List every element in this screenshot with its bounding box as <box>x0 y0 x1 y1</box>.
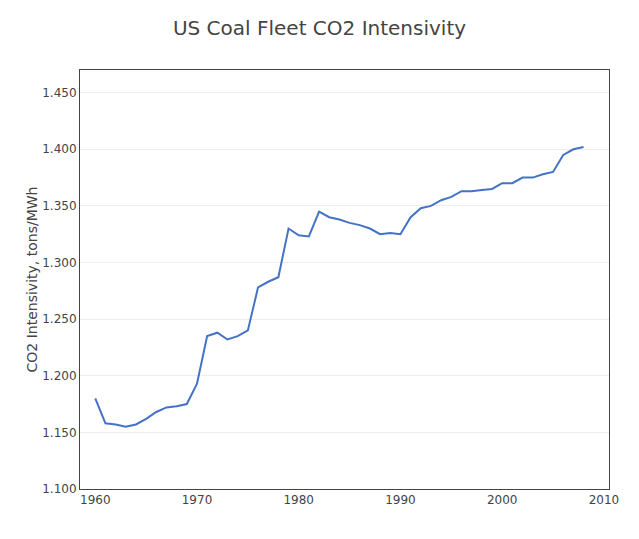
svg-text:1970: 1970 <box>182 493 213 507</box>
svg-text:1.300: 1.300 <box>42 256 76 270</box>
svg-text:1.400: 1.400 <box>42 142 76 156</box>
svg-text:US Coal Fleet CO2 Intensivity: US Coal Fleet CO2 Intensivity <box>173 16 466 40</box>
svg-text:1.200: 1.200 <box>42 369 76 383</box>
svg-text:1.250: 1.250 <box>42 312 76 326</box>
svg-text:2000: 2000 <box>487 493 518 507</box>
svg-text:CO2 Intensivity, tons/MWh: CO2 Intensivity, tons/MWh <box>24 187 40 373</box>
svg-text:1960: 1960 <box>80 493 111 507</box>
svg-text:1980: 1980 <box>283 493 314 507</box>
svg-text:1990: 1990 <box>385 493 416 507</box>
svg-text:1.100: 1.100 <box>42 482 76 496</box>
svg-text:2010: 2010 <box>589 493 620 507</box>
svg-text:1.150: 1.150 <box>42 426 76 440</box>
svg-text:1.350: 1.350 <box>42 199 76 213</box>
svg-text:1.450: 1.450 <box>42 86 76 100</box>
